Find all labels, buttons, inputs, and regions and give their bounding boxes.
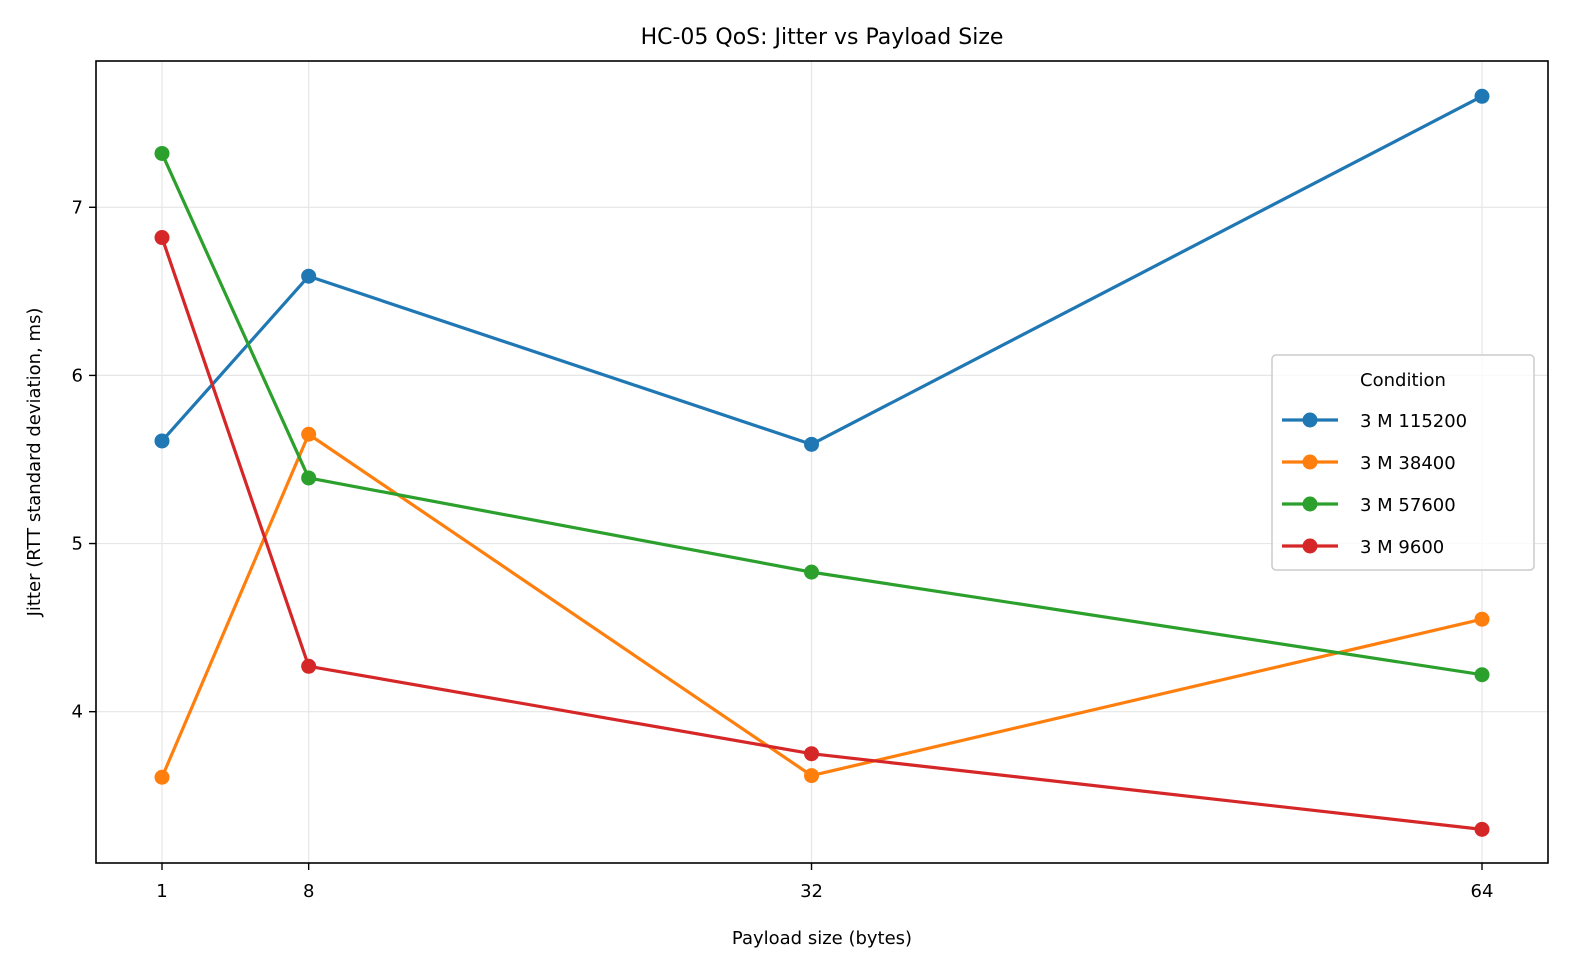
data-point bbox=[1474, 611, 1490, 627]
legend-marker bbox=[1302, 538, 1318, 554]
data-point bbox=[1474, 821, 1490, 837]
series-line bbox=[160, 237, 1483, 831]
chart-title: HC-05 QoS: Jitter vs Payload Size bbox=[641, 25, 1004, 50]
data-point bbox=[154, 433, 170, 449]
legend-item: 3 M 38400 bbox=[1282, 453, 1456, 474]
y-axis-label: Jitter (RTT standard deviation, ms) bbox=[24, 308, 45, 618]
data-point bbox=[154, 145, 170, 161]
data-point bbox=[1474, 667, 1490, 683]
data-point bbox=[804, 768, 820, 784]
data-point bbox=[1474, 88, 1490, 104]
series-line bbox=[160, 152, 1483, 677]
x-tick-label: 8 bbox=[303, 881, 314, 902]
legend-item: 3 M 57600 bbox=[1282, 495, 1456, 516]
legend-frame bbox=[1271, 354, 1535, 571]
x-tick-label: 32 bbox=[800, 881, 823, 902]
x-tick-label: 1 bbox=[156, 881, 167, 902]
legend-label: 3 M 9600 bbox=[1360, 537, 1444, 558]
legend-marker bbox=[1302, 496, 1318, 512]
legend-marker bbox=[1302, 412, 1318, 428]
legend-title: Condition bbox=[1360, 370, 1446, 391]
series-3-m-9600 bbox=[154, 230, 1490, 837]
x-axis-label: Payload size (bytes) bbox=[732, 928, 912, 949]
legend-label: 3 M 57600 bbox=[1360, 495, 1456, 516]
y-tick-label: 7 bbox=[72, 197, 83, 218]
plot-area bbox=[95, 60, 1549, 864]
legend-marker bbox=[1302, 454, 1318, 470]
data-point bbox=[154, 769, 170, 785]
data-point bbox=[301, 658, 317, 674]
series-layer bbox=[154, 88, 1490, 837]
data-point bbox=[804, 746, 820, 762]
legend-label: 3 M 38400 bbox=[1360, 453, 1456, 474]
data-point bbox=[301, 426, 317, 442]
series-line bbox=[160, 432, 1483, 778]
data-point bbox=[804, 436, 820, 452]
series-line bbox=[160, 94, 1483, 446]
data-point bbox=[804, 564, 820, 580]
legend-item: 3 M 115200 bbox=[1282, 411, 1467, 432]
series-3-m-115200 bbox=[154, 88, 1490, 452]
legend-item: 3 M 9600 bbox=[1282, 537, 1444, 558]
y-tick-label: 4 bbox=[72, 702, 83, 723]
data-point bbox=[301, 470, 317, 486]
axis-ticks: 1 8 32 64 4 5 6 7 bbox=[72, 197, 1494, 902]
data-point bbox=[154, 230, 170, 246]
y-tick-label: 6 bbox=[72, 365, 83, 386]
series-3-m-57600 bbox=[154, 145, 1490, 683]
data-point bbox=[301, 268, 317, 284]
legend-items: 3 M 115200 3 M 38400 3 M 57600 3 M 9600 bbox=[1282, 411, 1467, 558]
legend-label: 3 M 115200 bbox=[1360, 411, 1467, 432]
series-3-m-38400 bbox=[154, 426, 1490, 785]
x-tick-label: 64 bbox=[1471, 881, 1494, 902]
y-tick-label: 5 bbox=[72, 534, 83, 555]
